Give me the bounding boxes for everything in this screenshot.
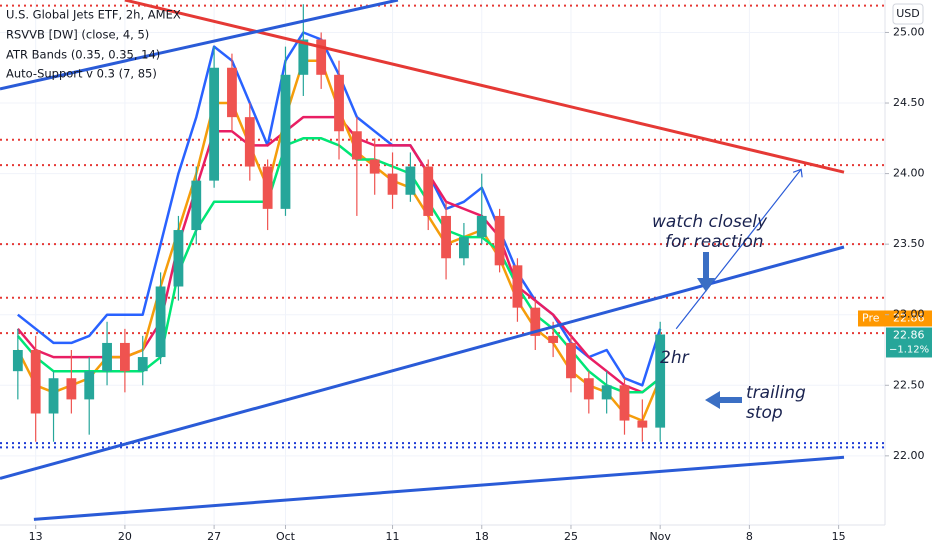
- y-tick-label: 22.50: [893, 378, 925, 391]
- candle-body: [191, 180, 202, 231]
- legend-line: ATR Bands (0.35, 0.35, 14): [6, 48, 160, 62]
- candle-body: [655, 334, 666, 428]
- arrow-shaft: [718, 397, 742, 403]
- projection-arrow: [675, 169, 802, 330]
- candle-body: [637, 420, 648, 428]
- candle-body: [566, 342, 576, 379]
- y-tick-label: 23.00: [893, 308, 925, 321]
- x-tick-label: 8: [746, 530, 753, 543]
- candle-body: [369, 159, 380, 174]
- candle-body: [262, 166, 273, 209]
- legend-line: Auto-Support v 0.3 (7, 85): [6, 67, 157, 81]
- candle-body: [405, 166, 416, 195]
- trendline: [124, 0, 845, 174]
- x-tick-label: Oct: [276, 530, 296, 543]
- candle-body: [512, 265, 523, 308]
- candle-body: [12, 350, 23, 372]
- annotation: 2hr: [660, 348, 690, 368]
- candle-body: [387, 173, 398, 195]
- candle-body: [601, 385, 612, 400]
- legend-line: U.S. Global Jets ETF, 2h, AMEX: [6, 8, 181, 22]
- last-price: 22.86: [893, 328, 925, 341]
- projection-arrowhead: [792, 168, 803, 178]
- candle-body: [476, 215, 487, 238]
- candle-body: [48, 378, 59, 414]
- candle-body: [137, 357, 148, 372]
- x-tick-label: 27: [207, 530, 221, 543]
- pre-label: Pre: [862, 311, 880, 324]
- annotation: trailing: [746, 383, 806, 403]
- candle-body: [351, 131, 362, 160]
- candle-body: [244, 117, 255, 167]
- candle-body: [316, 39, 327, 75]
- pre-price: 22.86: [893, 311, 925, 324]
- candle-body: [119, 342, 130, 372]
- currency: USD: [896, 7, 920, 20]
- price-labels: Pre 22.86 22.86 −1.12%: [858, 310, 932, 358]
- candle-body: [155, 286, 166, 358]
- legend-line: RSVVB [DW] (close, 4, 5): [6, 28, 149, 42]
- candle-body: [227, 67, 237, 118]
- change-label: −1.12%: [889, 344, 929, 355]
- y-tick-label: 23.50: [893, 237, 925, 250]
- currency-box[interactable]: [892, 3, 924, 25]
- candle-body: [494, 215, 505, 266]
- x-tick-label: Nov: [649, 530, 671, 543]
- candle-body: [173, 230, 184, 287]
- candle-body: [441, 215, 451, 259]
- y-tick-label: 24.50: [893, 96, 925, 109]
- candle-body: [30, 350, 41, 414]
- arrow-head: [705, 391, 720, 409]
- candle-body: [530, 307, 541, 336]
- arrow-shaft: [703, 252, 709, 280]
- candle-body: [209, 67, 220, 181]
- plot-area: [0, 0, 885, 525]
- trendline: [33, 455, 845, 521]
- x-tick-label: 18: [475, 530, 489, 543]
- candle-body: [280, 74, 291, 209]
- candle-body: [298, 39, 309, 75]
- x-tick-label: 13: [29, 530, 43, 543]
- x-tick-label: 25: [564, 530, 578, 543]
- y-tick-label: 24.00: [893, 167, 925, 180]
- y-tick-label: 22.00: [893, 449, 925, 462]
- annotation: stop: [746, 403, 783, 423]
- candle-body: [334, 74, 344, 132]
- annotation-arrow: [697, 252, 742, 409]
- x-tick-label: 11: [386, 530, 400, 543]
- candle-body: [84, 371, 95, 400]
- y-tick-label: 25.00: [893, 25, 925, 38]
- pre-label-box: [858, 310, 932, 327]
- candle-body: [102, 342, 112, 372]
- arrow-head: [697, 278, 715, 292]
- annotation: for reaction: [665, 232, 764, 252]
- candle-body: [548, 335, 559, 343]
- annotation: watch closely: [652, 212, 768, 232]
- candle-body: [459, 237, 469, 259]
- candle-body: [619, 385, 630, 421]
- x-tick-label: 20: [118, 530, 132, 543]
- last-price-box: [886, 327, 932, 358]
- x-tick-label: 15: [832, 530, 846, 543]
- trendline: [0, 0, 399, 91]
- candle-body: [66, 378, 77, 400]
- candle-body: [423, 166, 434, 216]
- candle-body: [583, 378, 594, 400]
